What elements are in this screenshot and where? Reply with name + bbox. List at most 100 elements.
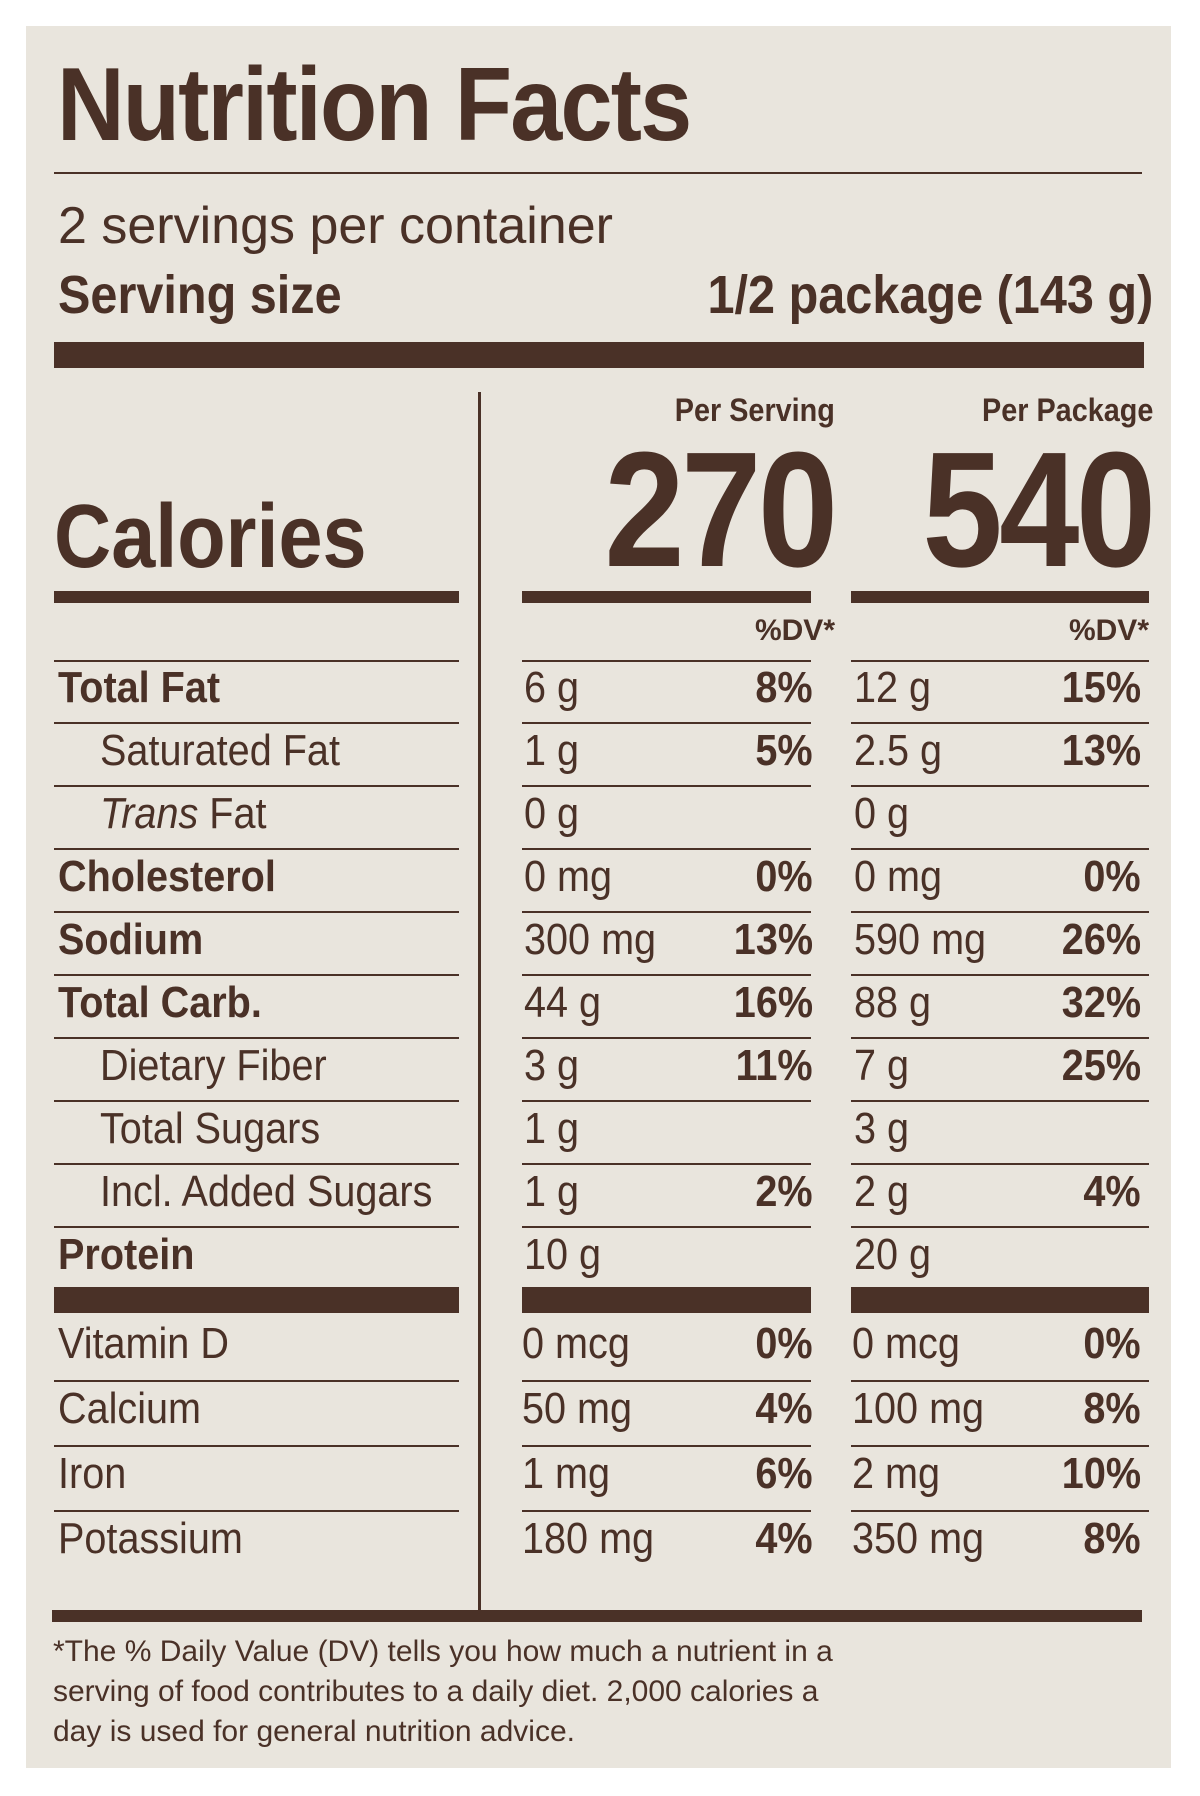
title-divider <box>54 172 1142 174</box>
row-divider <box>522 848 811 850</box>
serving-amount: 180 mg <box>522 1514 655 1563</box>
serving-dv: 6% <box>755 1449 813 1498</box>
servings-per-container: 2 servings per container <box>58 197 613 255</box>
serving-amount: 6 g <box>524 663 580 712</box>
vitamin-name: Vitamin D <box>58 1319 229 1368</box>
thick-divider-vitamins-package <box>851 1287 1149 1313</box>
nutrient-name: Total Fat <box>58 663 221 712</box>
package-dv: 13% <box>1061 726 1141 775</box>
serving-size-label: Serving size <box>58 265 342 325</box>
thick-divider-vitamins-serving <box>522 1287 811 1313</box>
nutrient-name: Cholesterol <box>58 852 276 901</box>
vitamin-name: Potassium <box>58 1514 243 1563</box>
calories-per-serving: 270 <box>604 418 839 601</box>
package-dv: 25% <box>1061 1041 1141 1090</box>
nutrient-name: Total Carb. <box>58 978 262 1027</box>
serving-dv: 0% <box>755 1319 813 1368</box>
package-dv: 26% <box>1061 915 1141 964</box>
package-dv: 0% <box>1083 1319 1141 1368</box>
package-amount: 100 mg <box>852 1384 985 1433</box>
row-divider <box>851 660 1149 662</box>
package-amount: 2.5 g <box>854 726 943 775</box>
serving-dv: 5% <box>755 726 813 775</box>
row-divider <box>54 848 459 850</box>
serving-size-value: 1/2 package (143 g) <box>707 265 1153 325</box>
label-title: Nutrition Facts <box>57 47 692 163</box>
package-dv: 0% <box>1083 852 1141 901</box>
serving-amount: 1 g <box>524 1167 580 1216</box>
calories-label: Calories <box>54 487 367 587</box>
row-divider <box>851 974 1149 976</box>
serving-amount: 0 mcg <box>522 1319 630 1368</box>
serving-dv: 13% <box>733 915 813 964</box>
row-divider <box>522 1510 811 1512</box>
package-dv: 15% <box>1061 663 1141 712</box>
nutrient-name: Saturated Fat <box>100 726 340 775</box>
nutrient-name: Incl. Added Sugars <box>100 1167 433 1216</box>
row-divider <box>522 660 811 662</box>
row-divider <box>522 1037 811 1039</box>
vitamin-name: Calcium <box>58 1384 202 1433</box>
row-divider <box>851 722 1149 724</box>
serving-amount: 300 mg <box>524 915 657 964</box>
trans-rest: Fat <box>198 789 267 838</box>
row-divider <box>54 785 459 787</box>
serving-amount: 1 g <box>524 726 580 775</box>
serving-dv: 4% <box>755 1384 813 1433</box>
row-divider <box>54 974 459 976</box>
row-divider <box>851 1100 1149 1102</box>
row-divider <box>522 722 811 724</box>
package-amount: 2 g <box>854 1167 910 1216</box>
row-divider <box>54 660 459 662</box>
calories-underline-left <box>54 591 459 603</box>
row-divider <box>851 1037 1149 1039</box>
nutrient-name: Sodium <box>58 915 204 964</box>
trans-italic: Trans <box>100 789 199 838</box>
row-divider <box>522 1445 811 1447</box>
row-divider <box>54 1380 459 1382</box>
thick-divider-vitamins-left <box>54 1287 459 1313</box>
nutrient-name: Dietary Fiber <box>100 1041 327 1090</box>
serving-amount: 3 g <box>524 1041 580 1090</box>
package-dv: 4% <box>1083 1167 1141 1216</box>
row-divider <box>522 1163 811 1165</box>
serving-amount: 0 g <box>524 789 580 838</box>
package-amount: 590 mg <box>854 915 987 964</box>
serving-dv: 4% <box>755 1514 813 1563</box>
package-dv: 32% <box>1061 978 1141 1027</box>
nutrition-facts-label: Nutrition Facts 2 servings per container… <box>26 26 1171 1768</box>
vitamin-name: Iron <box>58 1449 127 1498</box>
row-divider <box>522 1226 811 1228</box>
dv-header-package: %DV* <box>1068 614 1149 647</box>
row-divider <box>522 974 811 976</box>
package-amount: 0 mcg <box>852 1319 960 1368</box>
serving-amount: 0 mg <box>524 852 613 901</box>
nutrient-name: Total Sugars <box>100 1104 321 1153</box>
thick-divider-top <box>54 342 1144 368</box>
calories-underline-package <box>851 591 1149 603</box>
column-divider <box>478 392 481 1612</box>
row-divider <box>522 911 811 913</box>
package-dv: 8% <box>1083 1384 1141 1433</box>
row-divider <box>851 911 1149 913</box>
thick-divider-bottom <box>52 1610 1142 1622</box>
row-divider <box>851 785 1149 787</box>
package-dv: 8% <box>1083 1514 1141 1563</box>
package-amount: 20 g <box>854 1230 932 1279</box>
row-divider <box>54 722 459 724</box>
calories-underline-serving <box>522 591 811 603</box>
dv-header-serving: %DV* <box>754 614 835 647</box>
serving-amount: 1 mg <box>522 1449 611 1498</box>
package-amount: 0 mg <box>854 852 943 901</box>
row-divider <box>54 1510 459 1512</box>
package-amount: 2 mg <box>852 1449 941 1498</box>
serving-amount: 1 g <box>524 1104 580 1153</box>
row-divider <box>851 848 1149 850</box>
package-amount: 350 mg <box>852 1514 985 1563</box>
row-divider <box>54 1226 459 1228</box>
serving-amount: 44 g <box>524 978 602 1027</box>
package-amount: 7 g <box>854 1041 910 1090</box>
row-divider <box>851 1163 1149 1165</box>
row-divider <box>54 1163 459 1165</box>
package-amount: 12 g <box>854 663 932 712</box>
